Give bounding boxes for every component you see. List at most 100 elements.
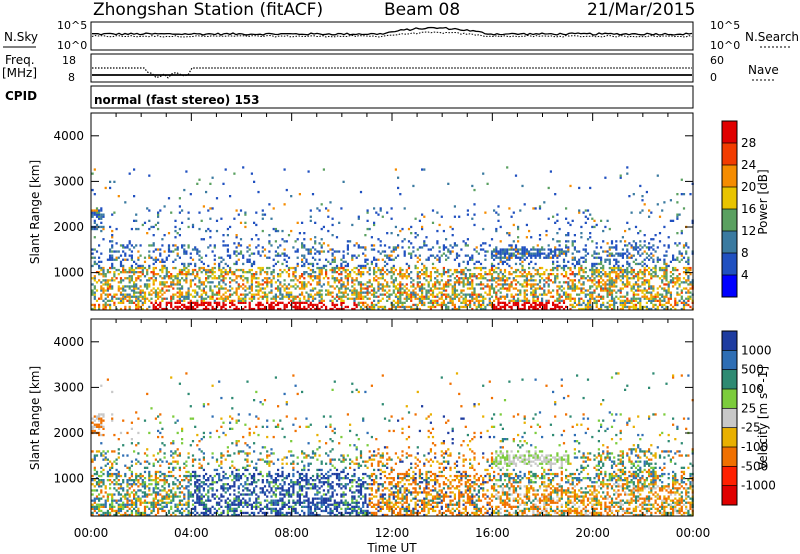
heat-cell — [119, 301, 123, 304]
heat-cell — [141, 291, 144, 294]
heat-cell — [346, 283, 349, 286]
heat-cell — [307, 303, 310, 307]
heat-cell — [595, 262, 598, 266]
heat-cell — [615, 262, 618, 266]
heat-cell — [351, 223, 354, 227]
heat-cell — [381, 258, 384, 261]
heat-cell — [589, 279, 592, 282]
heat-cell — [600, 258, 603, 261]
heat-cell — [246, 250, 249, 253]
heat-cell — [141, 479, 144, 482]
heat-cell — [652, 305, 655, 309]
heat-cell — [329, 268, 332, 272]
heat-cell — [314, 258, 317, 261]
heat-cell — [689, 273, 692, 276]
heat-cell — [318, 252, 321, 255]
heat-cell — [100, 413, 103, 416]
heat-cell — [351, 277, 354, 280]
heat-cell — [405, 287, 408, 290]
heat-cell — [309, 277, 312, 280]
heat-cell — [329, 285, 332, 288]
heat-cell — [672, 273, 675, 276]
heat-cell — [233, 242, 236, 245]
heat-cell — [645, 190, 648, 194]
heat-cell — [124, 464, 127, 467]
heat-cell — [143, 293, 147, 296]
heat-cell — [571, 244, 574, 247]
heat-cell — [510, 299, 513, 302]
heat-cell — [301, 287, 304, 290]
heat-cell — [346, 246, 349, 249]
heat-cell — [106, 509, 109, 513]
heat-cell — [154, 248, 157, 251]
heat-cell — [303, 277, 306, 280]
heat-cell — [650, 297, 653, 300]
heat-cell — [235, 289, 238, 292]
heat-cell — [597, 285, 600, 288]
heat-cell — [643, 203, 646, 206]
heat-cell — [198, 281, 201, 284]
heat-cell — [525, 301, 528, 304]
heat-cell — [676, 277, 679, 280]
heat-cell — [167, 501, 171, 504]
heat-cell — [425, 266, 428, 270]
heat-cell — [91, 264, 94, 268]
heat-cell — [632, 295, 635, 298]
heat-cell — [311, 279, 315, 282]
heat-cell — [113, 499, 116, 502]
heat-cell — [157, 415, 160, 418]
heat-cell — [198, 303, 201, 307]
heat-cell — [233, 271, 236, 274]
heat-cell — [346, 287, 349, 290]
heat-cell — [532, 248, 535, 251]
heat-cell — [383, 307, 387, 311]
heat-cell — [624, 299, 627, 302]
heat-cell — [91, 483, 94, 486]
heat-cell — [650, 273, 653, 276]
heat-cell — [669, 297, 672, 300]
heat-cell — [161, 435, 164, 439]
heat-cell — [226, 234, 229, 237]
heat-cell — [658, 240, 662, 243]
heat-cell — [412, 184, 415, 188]
heat-cell — [610, 252, 614, 255]
heat-cell — [338, 289, 341, 292]
heat-cell — [453, 307, 456, 311]
heat-cell — [170, 273, 173, 276]
heat-cell — [407, 289, 411, 292]
heat-cell — [434, 256, 437, 259]
heat-cell — [187, 246, 190, 249]
heat-cell — [377, 299, 380, 302]
heat-cell — [137, 303, 140, 307]
heat-cell — [517, 252, 520, 255]
heat-cell — [257, 244, 260, 247]
heat-cell — [294, 268, 297, 272]
heat-cell — [111, 279, 114, 282]
heat-cell — [342, 295, 345, 298]
heat-cell — [124, 297, 127, 300]
heat-cell — [331, 299, 334, 302]
heat-cell — [340, 291, 343, 294]
heat-cell — [202, 287, 205, 290]
heat-cell — [296, 279, 299, 282]
heat-cell — [274, 262, 277, 266]
heat-cell — [425, 295, 428, 298]
heat-cell — [102, 479, 105, 482]
heat-cell — [161, 266, 164, 270]
heat-cell — [469, 268, 472, 272]
heat-cell — [102, 266, 105, 270]
heat-cell — [100, 289, 103, 292]
heat-cell — [401, 275, 404, 278]
heat-cell — [556, 293, 559, 296]
heat-cell — [100, 417, 103, 420]
heat-cell — [645, 264, 648, 268]
heat-cell — [185, 307, 188, 311]
heat-cell — [453, 242, 456, 245]
heat-cell — [139, 513, 142, 517]
heat-cell — [290, 279, 293, 282]
heat-cell — [130, 289, 133, 292]
heat-cell — [486, 283, 489, 286]
heat-cell — [130, 277, 133, 280]
heat-cell — [257, 293, 260, 296]
heat-cell — [338, 250, 341, 253]
